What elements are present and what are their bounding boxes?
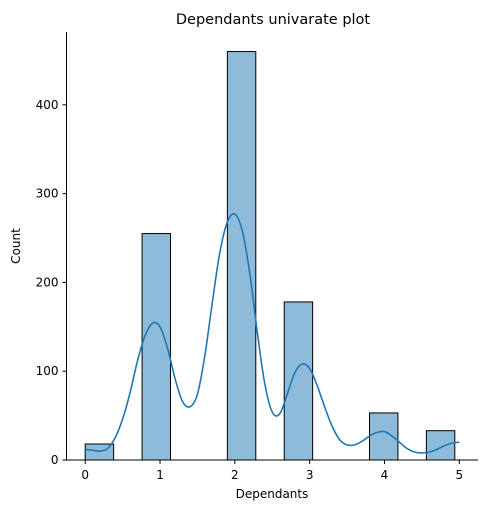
y-axis-label: Count — [9, 228, 23, 264]
x-tick-label: 3 — [306, 468, 314, 482]
y-tick-label: 0 — [51, 453, 59, 467]
x-tick-label: 2 — [231, 468, 239, 482]
x-tick-label: 4 — [381, 468, 389, 482]
histogram-bar-2 — [226, 51, 257, 461]
x-axis-label: Dependants — [236, 487, 309, 501]
x-tick-label: 0 — [81, 468, 89, 482]
kde-line — [85, 212, 460, 454]
y-tick-label: 100 — [36, 364, 59, 378]
histogram-bar-3 — [283, 301, 314, 461]
chart-title: Dependants univarate plot — [176, 12, 371, 28]
x-tick-label: 1 — [156, 468, 164, 482]
y-tick-label: 200 — [36, 275, 59, 289]
ticks-layer: 0 1 2 3 4 5 0 100 200 300 400 — [36, 98, 464, 482]
bars-layer — [84, 51, 456, 461]
y-tick-label: 300 — [36, 187, 59, 201]
histogram-bar-5 — [425, 430, 456, 461]
x-tick-label: 5 — [455, 468, 463, 482]
y-tick-label: 400 — [36, 98, 59, 112]
axes-layer — [66, 32, 478, 461]
kde-layer — [85, 212, 460, 454]
histogram-bar-1 — [141, 233, 171, 461]
